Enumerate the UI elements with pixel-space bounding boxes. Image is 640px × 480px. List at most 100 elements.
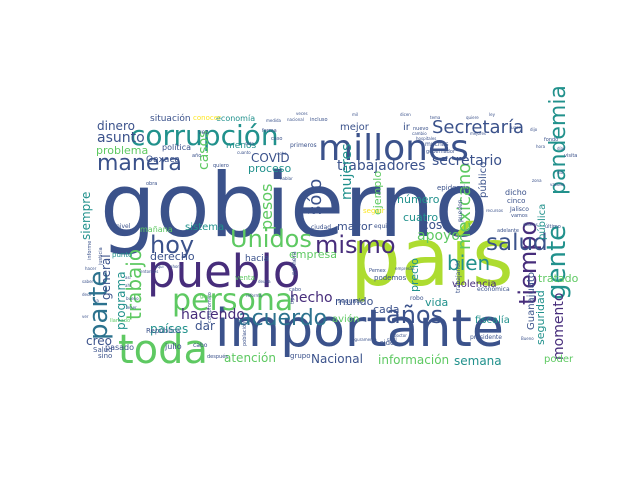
cloud-word: apoyo [417, 228, 460, 244]
cloud-word: trabajadores [337, 158, 426, 174]
cloud-word: derecho [150, 250, 195, 263]
cloud-word: día [557, 170, 564, 175]
cloud-word: ahora [170, 264, 182, 269]
cloud-word: Unidos [230, 225, 312, 253]
cloud-word: poder [544, 354, 574, 365]
cloud-word: Pemex [369, 268, 386, 274]
cloud-word: proceso [248, 162, 292, 175]
cloud-word: grupo [290, 352, 310, 360]
cloud-word: República [146, 327, 180, 335]
cloud-word: atención [224, 351, 276, 365]
cloud-word: problema [96, 144, 148, 157]
cloud-word: tiempo [514, 221, 542, 305]
cloud-word: salud [486, 230, 548, 256]
cloud-word: persona [172, 283, 293, 318]
cloud-word: cinco [507, 197, 525, 205]
cloud-word: manera [97, 151, 182, 176]
cloud-word: entonces [140, 269, 158, 274]
cloud-word: corrupción [130, 119, 279, 152]
cloud-word: mujeres [339, 144, 355, 200]
cloud-word: gobierno [100, 154, 488, 257]
cloud-word: Oaxaca [146, 155, 180, 165]
cloud-word: secretario [432, 153, 502, 169]
cloud-word: doctor [394, 333, 407, 338]
cloud-word: COVID [251, 151, 290, 165]
cloud-word: momento [551, 293, 567, 360]
cloud-word: respeto [300, 209, 319, 215]
cloud-word: trabajando [455, 260, 462, 293]
cloud-word: decir [82, 292, 92, 297]
cloud-word: empresa [289, 248, 337, 261]
cloud-word: incluso [310, 117, 328, 123]
cloud-word: violencia [452, 279, 497, 290]
cloud-word: cabo [289, 287, 301, 293]
cloud-word: general [99, 254, 113, 300]
cloud-word: dar [195, 319, 215, 333]
cloud-word: quiere [466, 115, 479, 120]
cloud-word: cuanto [237, 150, 251, 155]
cloud-word: hoy [150, 231, 194, 259]
cloud-word: hospitales [416, 136, 436, 141]
cloud-word: mundo [335, 295, 374, 308]
cloud-word: seguir [363, 207, 385, 215]
cloud-word: último [545, 223, 561, 230]
cloud-word: recursos [486, 208, 503, 213]
cloud-word: seguramente [350, 337, 377, 342]
cloud-word: economía [216, 114, 255, 123]
cloud-word: vida [425, 296, 448, 309]
cloud-word: vamos [511, 213, 528, 219]
cloud-word: podemos [374, 274, 407, 282]
cloud-word: seguridad [534, 290, 547, 345]
cloud-word: así [125, 275, 132, 280]
cloud-word: situación [150, 113, 191, 124]
cloud-word: nivel [116, 223, 131, 230]
cloud-word: vacuna [550, 182, 565, 187]
cloud-word: bueno [126, 296, 139, 301]
cloud-word: sino [98, 352, 112, 360]
cloud-word: Nacional [311, 352, 363, 366]
cloud-word: caso [271, 136, 282, 142]
cloud-word: justicia [98, 247, 104, 266]
cloud-word: tratado [538, 272, 579, 285]
cloud-word: muchas [425, 141, 449, 148]
cloud-word: hacia [245, 254, 269, 264]
cloud-word: sólo [305, 179, 326, 215]
cloud-word: política [162, 143, 191, 152]
cloud-word: sistema [185, 222, 224, 233]
cloud-word: adelante [497, 228, 519, 234]
cloud-word: fondo [544, 137, 558, 143]
cloud-word: gobernador [426, 149, 456, 155]
cloud-word: mil [352, 112, 358, 117]
cloud-word: cambio [412, 131, 427, 136]
cloud-word: zona [532, 178, 542, 183]
cloud-word: pasado [105, 343, 134, 352]
cloud-word: tema [430, 115, 441, 120]
cloud-word: veces [296, 111, 308, 116]
cloud-word: fiscalía [475, 314, 510, 326]
cloud-word: tipo [290, 294, 296, 304]
cloud-word: lugar [510, 125, 521, 130]
cloud-word: pueden [457, 199, 464, 222]
cloud-word: primeros [290, 142, 317, 149]
cloud-word: llamado [110, 318, 130, 324]
cloud-word: gente [542, 225, 572, 300]
cloud-word: ahí [125, 283, 132, 288]
cloud-word: ver [82, 314, 89, 319]
cloud-word: va [94, 298, 99, 303]
cloud-word: hecho [290, 290, 333, 306]
cloud-word: pandemia [546, 85, 571, 195]
cloud-word: saber [82, 279, 94, 284]
cloud-word: semana [454, 354, 502, 368]
cloud-word: asunto [97, 130, 145, 146]
word-cloud-canvas [78, 112, 574, 368]
cloud-word: Secretaría [432, 117, 524, 138]
cloud-word: trabajo [122, 249, 146, 320]
cloud-word: casi [387, 337, 397, 343]
cloud-word: parte [84, 271, 114, 340]
cloud-word: pueblo [147, 245, 300, 298]
cloud-word: mejores [470, 131, 486, 136]
cloud-word: presidente [470, 334, 502, 341]
cloud-word: años [386, 301, 443, 329]
